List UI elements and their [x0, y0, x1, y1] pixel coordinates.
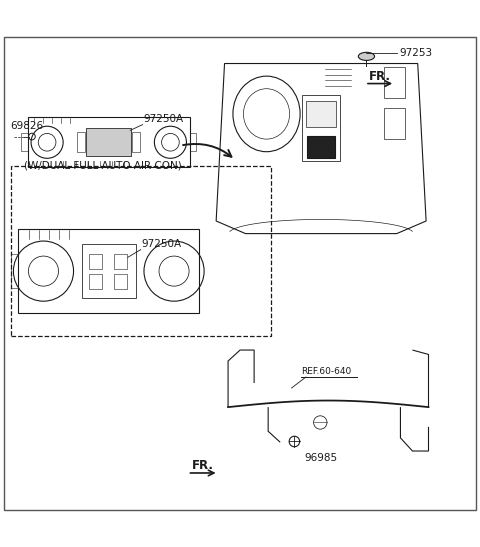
Text: FR.: FR.: [192, 459, 214, 472]
Bar: [384, 67, 405, 98]
Bar: [132, 132, 141, 152]
Text: 69826: 69826: [10, 120, 43, 131]
Bar: [308, 136, 335, 158]
Text: 96985: 96985: [304, 453, 337, 463]
Bar: [18, 229, 199, 313]
Bar: [190, 133, 196, 152]
Bar: [12, 254, 18, 288]
Bar: [22, 133, 28, 152]
Bar: [77, 132, 85, 152]
Bar: [302, 95, 340, 161]
Bar: [82, 244, 136, 298]
Bar: [114, 254, 127, 269]
Text: 97250A: 97250A: [142, 238, 182, 249]
Bar: [11, 166, 271, 335]
Text: (W/DUAL FULL AUTO AIR CON): (W/DUAL FULL AUTO AIR CON): [24, 160, 182, 171]
Bar: [306, 101, 336, 126]
Text: REF.60-640: REF.60-640: [301, 367, 351, 376]
Bar: [28, 117, 190, 167]
Text: 97250A: 97250A: [144, 114, 184, 124]
Ellipse shape: [359, 53, 374, 60]
Bar: [114, 274, 127, 289]
Text: 97253: 97253: [399, 48, 432, 57]
Bar: [384, 108, 405, 139]
Text: FR.: FR.: [369, 71, 391, 83]
Bar: [89, 274, 101, 289]
Bar: [89, 254, 101, 269]
Bar: [86, 129, 132, 156]
